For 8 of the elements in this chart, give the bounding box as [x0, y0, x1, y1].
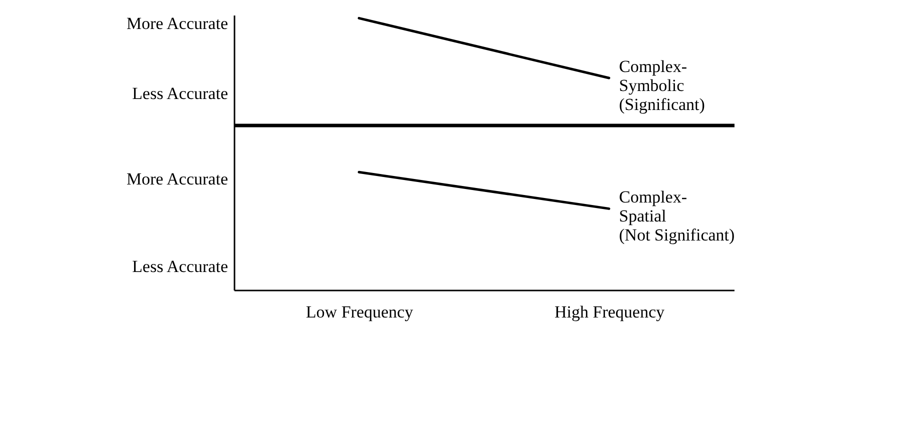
- series-label: Complex-Spatial (Not Significant): [619, 188, 735, 245]
- x-tick-label: Low Frequency: [306, 302, 414, 322]
- series-label: Complex-Symbolic (Significant): [619, 57, 705, 114]
- text: Less Accurate: [132, 256, 228, 276]
- text: More Accurate: [126, 14, 228, 33]
- text: More Accurate: [126, 169, 228, 188]
- x-tick-label: High Frequency: [554, 302, 665, 322]
- text: Less Accurate: [132, 84, 228, 104]
